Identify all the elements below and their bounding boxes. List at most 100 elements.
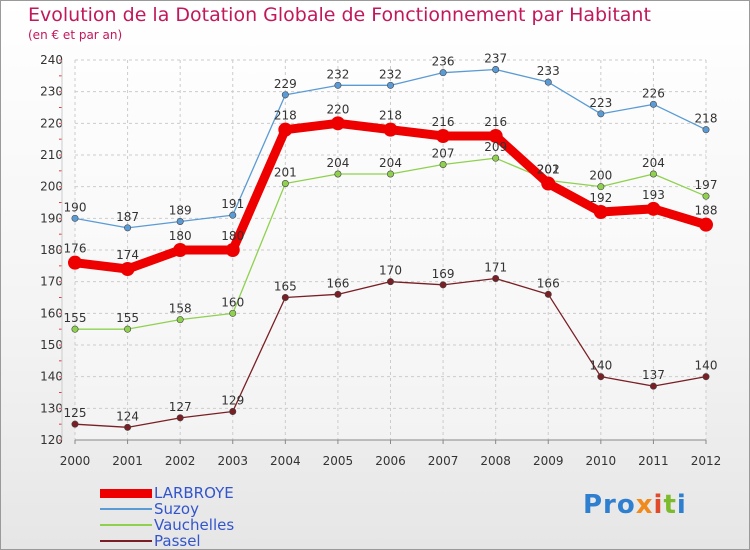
- data-label-passel: 124: [116, 409, 139, 423]
- data-label-passel: 170: [379, 264, 402, 278]
- x-tick-label: 2007: [428, 454, 459, 468]
- data-label-passel: 140: [695, 359, 718, 373]
- data-label-vauchelles: 202: [537, 162, 560, 176]
- data-label-larbroye: 193: [642, 188, 665, 202]
- axes: 1201301401501601701801902002102202302402…: [40, 53, 721, 468]
- data-label-larbroye: 174: [116, 248, 139, 262]
- point-larbroye: [383, 122, 398, 137]
- point-vauchelles: [124, 325, 132, 333]
- data-label-passel: 166: [537, 276, 560, 290]
- point-passel: [334, 290, 342, 298]
- data-label-suzoy: 232: [379, 67, 402, 81]
- data-label-vauchelles: 155: [64, 311, 87, 325]
- point-suzoy: [124, 224, 132, 232]
- data-label-vauchelles: 207: [432, 147, 455, 161]
- y-tick-label: 160: [40, 306, 63, 320]
- chart-title: Evolution de la Dotation Globale de Fonc…: [28, 4, 651, 26]
- point-suzoy: [71, 214, 79, 222]
- point-larbroye: [646, 201, 661, 216]
- y-tick-label: 140: [40, 370, 63, 384]
- point-passel: [597, 373, 605, 381]
- point-larbroye: [68, 255, 82, 270]
- y-tick-label: 220: [40, 116, 63, 130]
- point-passel: [386, 278, 394, 286]
- legend-swatch: [100, 524, 152, 526]
- point-larbroye: [541, 176, 556, 191]
- data-label-vauchelles: 201: [274, 166, 297, 180]
- x-tick-label: 2008: [480, 454, 511, 468]
- y-tick-label: 190: [40, 211, 63, 225]
- point-passel: [544, 290, 552, 298]
- data-label-suzoy: 229: [274, 77, 297, 91]
- point-passel: [439, 281, 447, 289]
- point-suzoy: [597, 110, 605, 118]
- point-vauchelles: [281, 180, 289, 188]
- data-label-passel: 129: [221, 394, 244, 408]
- data-label-larbroye: 188: [695, 204, 718, 218]
- data-label-vauchelles: 204: [379, 156, 402, 170]
- legend-label: Suzoy: [154, 500, 199, 518]
- point-passel: [71, 420, 79, 428]
- point-vauchelles: [71, 325, 79, 333]
- point-vauchelles: [439, 161, 447, 169]
- data-label-vauchelles: 204: [642, 156, 665, 170]
- point-larbroye: [173, 243, 188, 257]
- data-label-suzoy: 226: [642, 86, 665, 100]
- data-label-larbroye: 192: [589, 191, 612, 205]
- y-tick-label: 170: [40, 275, 63, 289]
- data-label-larbroye: 201: [537, 163, 560, 177]
- data-label-passel: 165: [274, 280, 297, 294]
- data-label-suzoy: 191: [221, 197, 244, 211]
- data-label-larbroye: 180: [169, 229, 192, 243]
- point-vauchelles: [334, 170, 342, 178]
- data-label-passel: 125: [64, 406, 87, 420]
- x-tick-label: 2012: [691, 454, 722, 468]
- data-label-vauchelles: 209: [484, 140, 507, 154]
- data-label-passel: 137: [642, 368, 665, 382]
- data-label-larbroye: 216: [432, 115, 455, 129]
- data-label-larbroye: 216: [484, 115, 507, 129]
- data-labels: 190 187 189 191 229 232 232 236 237 233 223 226 218 1…: [64, 52, 718, 424]
- point-suzoy: [492, 66, 500, 74]
- x-tick-label: 2001: [112, 454, 143, 468]
- legend-label: Vauchelles: [154, 516, 235, 534]
- point-passel: [649, 382, 657, 390]
- y-tick-label: 200: [40, 180, 63, 194]
- data-label-larbroye: 218: [274, 109, 297, 123]
- point-vauchelles: [386, 170, 394, 178]
- data-label-passel: 127: [169, 400, 192, 414]
- point-passel: [229, 407, 237, 415]
- data-label-suzoy: 237: [484, 52, 507, 66]
- y-tick-label: 240: [40, 53, 63, 67]
- data-label-vauchelles: 155: [116, 311, 139, 325]
- point-suzoy: [229, 211, 237, 219]
- data-label-vauchelles: 204: [326, 156, 349, 170]
- data-label-larbroye: 218: [379, 109, 402, 123]
- x-tick-label: 2003: [217, 454, 248, 468]
- data-label-passel: 166: [326, 276, 349, 290]
- point-larbroye: [436, 129, 451, 143]
- data-label-suzoy: 190: [64, 200, 87, 214]
- y-tick-label: 180: [40, 243, 63, 257]
- data-label-suzoy: 187: [116, 210, 139, 224]
- point-passel: [702, 373, 710, 381]
- point-vauchelles: [492, 154, 500, 162]
- series: [68, 66, 713, 431]
- point-vauchelles: [702, 192, 710, 200]
- legend-swatch: [100, 508, 152, 510]
- data-label-larbroye: 180: [221, 229, 244, 243]
- y-tick-label: 230: [40, 85, 63, 99]
- point-passel: [124, 423, 132, 431]
- data-label-suzoy: 218: [695, 112, 718, 126]
- legend-label: LARBROYE: [154, 484, 234, 502]
- point-suzoy: [439, 69, 447, 77]
- point-suzoy: [281, 91, 289, 99]
- x-tick-label: 2006: [375, 454, 406, 468]
- point-suzoy: [386, 81, 394, 89]
- proxiti-logo: Proxiti: [583, 490, 687, 520]
- data-label-larbroye: 220: [326, 102, 349, 116]
- data-label-suzoy: 233: [537, 64, 560, 78]
- point-suzoy: [702, 126, 710, 134]
- x-tick-label: 2011: [638, 454, 669, 468]
